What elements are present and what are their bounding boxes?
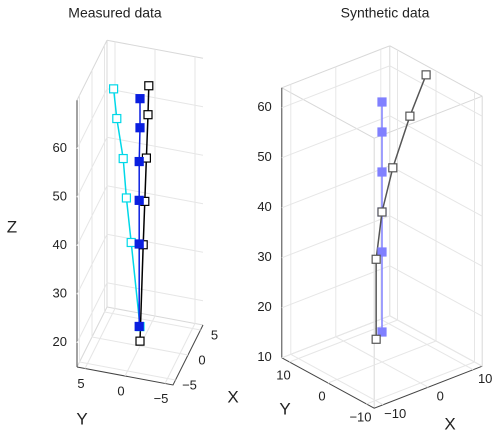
z-tick-label: 40	[53, 237, 67, 252]
grid-line	[104, 45, 201, 331]
y-axis-label: Y	[279, 399, 290, 418]
x-tick-label: 0	[198, 352, 205, 367]
grid-line	[76, 185, 204, 246]
grid-line	[380, 49, 474, 371]
z-tick-label: 50	[257, 149, 271, 164]
axis-line	[76, 324, 204, 386]
z-tick-label: 20	[257, 299, 271, 314]
y-tick-label: −5	[154, 391, 169, 406]
grid-line	[164, 56, 196, 384]
z-tick-label: 30	[257, 249, 271, 264]
z-tick-label: 60	[257, 99, 271, 114]
axis-line	[281, 357, 483, 409]
data-point	[377, 247, 387, 257]
data-point	[134, 195, 144, 205]
data-point	[112, 113, 122, 124]
data-point	[118, 153, 128, 164]
grid-line	[281, 115, 483, 167]
data-point	[134, 239, 144, 249]
data-point	[135, 94, 145, 104]
data-point	[377, 207, 387, 217]
data-point	[377, 167, 387, 177]
z-tick-label: 10	[257, 349, 271, 364]
box-edge	[281, 87, 375, 139]
grid-line	[366, 92, 475, 405]
data-point	[143, 110, 153, 120]
series-line	[112, 88, 141, 327]
x-tick-label: −5	[182, 377, 197, 392]
data-point	[377, 327, 387, 337]
x-tick-label: 5	[211, 327, 218, 342]
y-tick-label: 5	[77, 376, 84, 391]
data-point	[377, 127, 387, 137]
grid-line	[281, 315, 483, 367]
data-point	[126, 237, 136, 248]
data-point	[144, 81, 154, 91]
data-point	[377, 97, 387, 107]
y-tick-label: 0	[117, 383, 124, 398]
z-tick-label: 50	[53, 189, 67, 204]
grid-line	[84, 41, 116, 369]
grid-line	[76, 88, 204, 149]
y-tick-label: −10	[349, 409, 371, 424]
series-line	[139, 85, 150, 342]
grid-line	[76, 233, 204, 295]
data-point	[405, 111, 415, 121]
box-edge	[374, 95, 483, 139]
z-tick-label: 60	[53, 140, 67, 155]
z-tick-label: 30	[53, 286, 67, 301]
data-point	[134, 156, 144, 167]
data-point	[108, 84, 119, 94]
data-point	[371, 254, 381, 264]
data-point	[135, 336, 145, 346]
data-point	[134, 321, 144, 332]
y-tick-label: 0	[318, 388, 325, 403]
series-line	[375, 74, 427, 340]
x-tick-label: −10	[384, 406, 406, 421]
grid-line	[281, 215, 483, 267]
z-tick-label: 20	[53, 334, 67, 349]
grid-line	[327, 71, 437, 384]
grid-line	[281, 65, 483, 117]
y-axis-label: Y	[76, 409, 87, 428]
x-axis-label: X	[227, 387, 238, 406]
x-tick-label: 10	[478, 371, 492, 386]
grid-line	[79, 95, 176, 381]
z-tick-label: 40	[257, 199, 271, 214]
y-tick-label: 10	[276, 367, 290, 382]
x-axis-label: X	[444, 414, 455, 433]
chart-title: Measured data	[68, 5, 162, 21]
grid-line	[124, 49, 156, 377]
x-tick-label: 0	[437, 389, 444, 404]
grid-line	[335, 66, 429, 388]
grid-line	[289, 50, 398, 363]
data-point	[121, 193, 132, 203]
z-axis-label: Z	[7, 217, 17, 236]
chart-title: Synthetic data	[341, 5, 430, 21]
grid-line	[290, 84, 384, 406]
data-point	[421, 70, 431, 80]
series-line	[138, 98, 141, 327]
data-point	[371, 334, 381, 344]
grid-line	[76, 136, 204, 198]
data-point	[388, 163, 398, 173]
grid-line	[76, 282, 204, 343]
grid-line	[91, 70, 189, 356]
grid-line	[281, 265, 483, 317]
data-point	[135, 123, 145, 133]
